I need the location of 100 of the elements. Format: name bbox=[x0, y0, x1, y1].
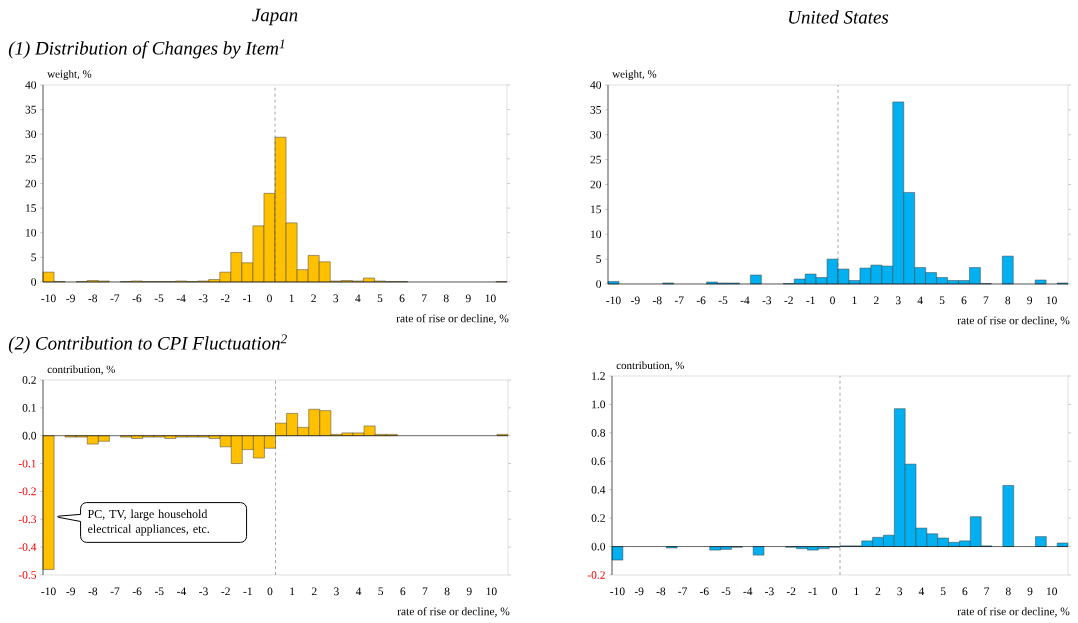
x-tick-label: 2 bbox=[873, 296, 879, 305]
x-tick-label: 10 bbox=[1046, 296, 1057, 305]
y-tick-label: 15 bbox=[591, 205, 602, 214]
x-tick-label: -5 bbox=[154, 294, 164, 303]
x-tick-label: 8 bbox=[443, 294, 449, 303]
x-tick-label: 1 bbox=[852, 296, 857, 305]
y-tick-label: 0.0 bbox=[22, 431, 37, 440]
x-tick-label: 7 bbox=[983, 296, 989, 304]
x-tick-label: -6 bbox=[132, 294, 142, 303]
x-tick-label: 10 bbox=[486, 587, 497, 596]
y-tick-label: 1.2 bbox=[592, 372, 605, 380]
x-tick-label: -8 bbox=[88, 294, 98, 303]
x-tick-label: 6 bbox=[399, 294, 405, 303]
chart-title: United States bbox=[789, 10, 889, 24]
x-axis-title: rate of rise or decline, % bbox=[957, 316, 1070, 326]
x-tick-label: -4 bbox=[740, 296, 750, 305]
x-tick-label: -10 bbox=[610, 587, 625, 596]
y-tick-label: 30 bbox=[25, 130, 37, 139]
y-tick-label: 1.0 bbox=[592, 400, 606, 409]
y-tick-label: -0.4 bbox=[18, 543, 37, 552]
x-tick-label: -2 bbox=[784, 296, 793, 305]
x-tick-label: -7 bbox=[110, 294, 120, 302]
y-tick-label: 0.2 bbox=[591, 514, 605, 523]
x-tick-label: 1 bbox=[290, 587, 295, 596]
y-tick-label: -0.5 bbox=[18, 571, 37, 579]
y-tick-label: 0.2 bbox=[22, 376, 36, 384]
x-tick-label: -4 bbox=[177, 587, 186, 596]
x-tick-label: 7 bbox=[422, 294, 427, 302]
x-axis-title: rate of rise or decline, % bbox=[397, 607, 510, 617]
x-tick-label: -5 bbox=[154, 587, 164, 596]
x-tick-label: 5 bbox=[378, 587, 384, 596]
y-tick-label: 40 bbox=[25, 81, 37, 89]
x-tick-label: 9 bbox=[465, 294, 471, 303]
x-tick-label: -5 bbox=[718, 296, 728, 305]
x-tick-label: -5 bbox=[721, 587, 731, 596]
x-tick-label: -1 bbox=[806, 296, 815, 305]
x-tick-label: 4 bbox=[355, 294, 361, 303]
chart-title: Japan bbox=[252, 8, 298, 26]
x-tick-label: -3 bbox=[765, 587, 774, 596]
x-tick-label: 7 bbox=[984, 587, 990, 596]
x-tick-label: 5 bbox=[940, 587, 946, 596]
x-tick-label: -3 bbox=[199, 587, 208, 596]
x-axis-title: rate of rise or decline, % bbox=[957, 607, 1070, 617]
y-tick-label: 25 bbox=[590, 155, 602, 164]
x-tick-label: 8 bbox=[1005, 587, 1011, 596]
x-tick-label: -1 bbox=[808, 587, 817, 596]
x-tick-label: -7 bbox=[110, 587, 120, 596]
x-tick-label: 3 bbox=[333, 294, 339, 303]
x-tick-label: 9 bbox=[466, 587, 472, 596]
y-tick-label: 0 bbox=[31, 278, 37, 286]
y-tick-label: 0 bbox=[596, 280, 602, 288]
x-tick-label: 3 bbox=[897, 587, 903, 596]
annotation: PC, TV, large household electrical appliances, etc. bbox=[87, 509, 209, 536]
x-tick-label: 8 bbox=[1005, 296, 1011, 305]
y-tick-label: 0.8 bbox=[591, 428, 606, 437]
y-tick-label: 0.6 bbox=[591, 457, 606, 466]
x-tick-label: -3 bbox=[762, 296, 772, 305]
y-axis-title: weight, % bbox=[47, 70, 92, 80]
x-tick-label: 2 bbox=[311, 294, 316, 303]
y-tick-label: 25 bbox=[25, 155, 37, 163]
x-tick-label: 3 bbox=[334, 587, 339, 596]
x-tick-label: 0 bbox=[832, 587, 838, 596]
x-tick-label: -4 bbox=[743, 587, 753, 596]
x-tick-label: -4 bbox=[176, 294, 186, 303]
x-tick-label: -1 bbox=[243, 587, 252, 596]
x-tick-label: 4 bbox=[917, 296, 923, 305]
x-tick-label: 0 bbox=[267, 587, 273, 596]
x-tick-label: -2 bbox=[221, 587, 230, 596]
x-tick-label: 1 bbox=[289, 294, 294, 303]
x-tick-label: -9 bbox=[634, 587, 644, 596]
x-tick-label: -2 bbox=[220, 294, 230, 303]
y-axis-title: weight, % bbox=[612, 70, 657, 80]
x-tick-label: 0 bbox=[830, 296, 835, 305]
x-tick-label: -8 bbox=[88, 587, 98, 596]
y-tick-label: -0.3 bbox=[18, 515, 37, 524]
x-tick-label: -6 bbox=[699, 587, 709, 596]
x-tick-label: -3 bbox=[198, 294, 208, 303]
y-tick-label: 0.0 bbox=[591, 542, 606, 551]
chart-subtitle: (2) Contribution to CPI Fluctuation$^{2}$ bbox=[8, 334, 287, 354]
y-tick-label: 20 bbox=[590, 180, 602, 189]
x-tick-label: 9 bbox=[1027, 587, 1033, 596]
x-tick-label: 1 bbox=[854, 587, 859, 596]
y-tick-label: 0.1 bbox=[22, 403, 36, 412]
x-tick-label: -9 bbox=[66, 587, 75, 596]
chart-subtitle: (1) Distribution of Changes by Item$^{1}$ bbox=[8, 39, 285, 59]
x-tick-label: -6 bbox=[696, 296, 706, 305]
x-tick-label: 6 bbox=[962, 587, 968, 596]
x-tick-label: 6 bbox=[961, 296, 967, 305]
x-tick-label: -7 bbox=[678, 587, 688, 596]
y-tick-label: 35 bbox=[590, 106, 602, 114]
x-tick-label: 5 bbox=[939, 296, 945, 305]
y-tick-label: 20 bbox=[25, 179, 37, 188]
y-tick-label: 30 bbox=[590, 130, 602, 139]
x-tick-label: 9 bbox=[1027, 296, 1033, 305]
x-tick-label: -10 bbox=[41, 587, 56, 596]
x-tick-label: -9 bbox=[66, 294, 75, 303]
x-tick-label: -8 bbox=[656, 587, 666, 596]
y-tick-label: 10 bbox=[591, 230, 602, 239]
x-tick-label: -9 bbox=[631, 296, 640, 305]
x-tick-label: 8 bbox=[444, 587, 450, 596]
